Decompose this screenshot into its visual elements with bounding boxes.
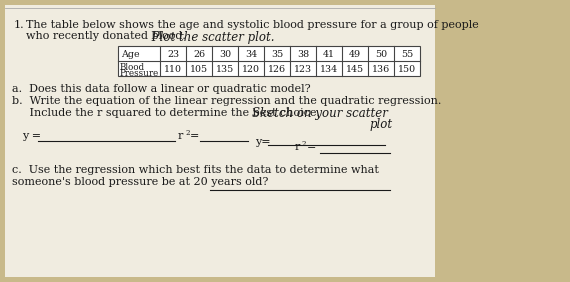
- Text: 110: 110: [164, 65, 182, 74]
- Text: 55: 55: [401, 50, 413, 59]
- Text: a.  Does this data follow a linear or quadratic model?: a. Does this data follow a linear or qua…: [12, 84, 311, 94]
- Text: 145: 145: [346, 65, 364, 74]
- Text: r: r: [295, 142, 300, 152]
- Text: plot: plot: [370, 118, 393, 131]
- Text: The table below shows the age and systolic blood pressure for a group of people: The table below shows the age and systol…: [26, 20, 479, 30]
- Text: 1.: 1.: [14, 20, 25, 30]
- Text: 23: 23: [167, 50, 179, 59]
- Text: 35: 35: [271, 50, 283, 59]
- Text: 123: 123: [294, 65, 312, 74]
- Text: =: =: [190, 131, 199, 141]
- Text: y=: y=: [255, 137, 271, 147]
- Text: 2: 2: [185, 129, 189, 137]
- Text: Plot the scatter plot.: Plot the scatter plot.: [148, 31, 275, 44]
- Text: 38: 38: [297, 50, 309, 59]
- Text: c.  Use the regression which best fits the data to determine what: c. Use the regression which best fits th…: [12, 165, 379, 175]
- Text: 135: 135: [216, 65, 234, 74]
- Text: 34: 34: [245, 50, 257, 59]
- Text: y =: y =: [22, 131, 41, 141]
- Bar: [5, 5, 435, 277]
- Text: Age: Age: [121, 50, 140, 59]
- Text: 2: 2: [302, 140, 307, 148]
- Text: 150: 150: [398, 65, 416, 74]
- Text: 26: 26: [193, 50, 205, 59]
- Text: Pressure: Pressure: [120, 69, 159, 78]
- Text: who recently donated blood.: who recently donated blood.: [26, 31, 186, 41]
- Text: 136: 136: [372, 65, 390, 74]
- Text: 126: 126: [268, 65, 286, 74]
- Bar: [118, 46, 420, 76]
- Text: 30: 30: [219, 50, 231, 59]
- Text: 50: 50: [375, 50, 387, 59]
- Text: Blood: Blood: [120, 63, 145, 72]
- Text: Sketch on your scatter: Sketch on your scatter: [252, 107, 388, 120]
- Text: =: =: [307, 142, 316, 152]
- Text: Include the r squared to determine the best choice.: Include the r squared to determine the b…: [12, 108, 320, 118]
- Text: 41: 41: [323, 50, 335, 59]
- Text: someone's blood pressure be at 20 years old?: someone's blood pressure be at 20 years …: [12, 177, 268, 187]
- Text: 120: 120: [242, 65, 260, 74]
- Text: 105: 105: [190, 65, 208, 74]
- Text: 134: 134: [320, 65, 338, 74]
- Text: b.  Write the equation of the linear regression and the quadratic regression.: b. Write the equation of the linear regr…: [12, 96, 441, 106]
- Text: 49: 49: [349, 50, 361, 59]
- Text: r: r: [178, 131, 184, 141]
